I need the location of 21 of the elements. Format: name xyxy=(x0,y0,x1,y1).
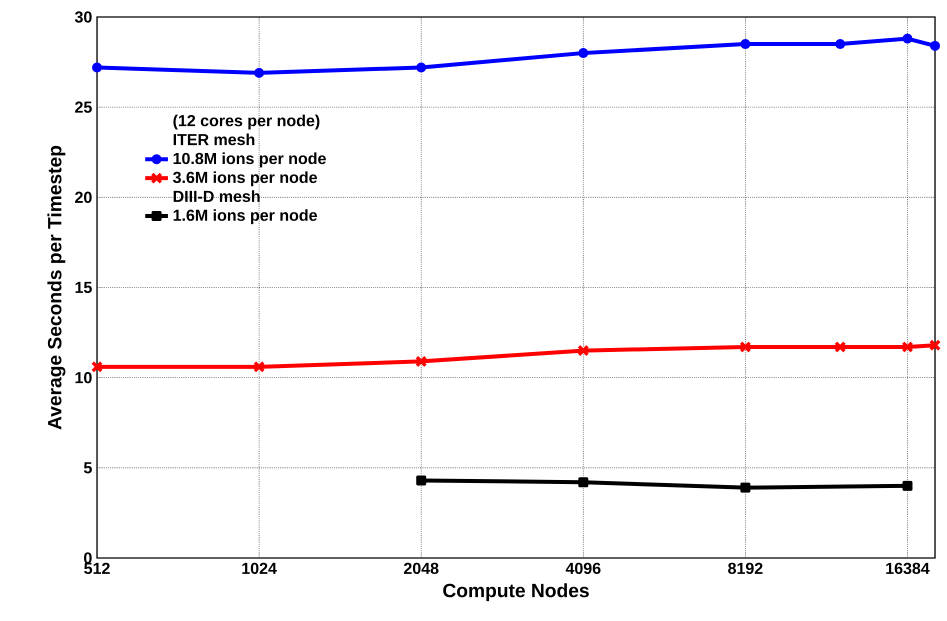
y-tick-label: 30 xyxy=(74,11,92,23)
x-tick-label: 512 xyxy=(84,562,110,574)
legend-label: 10.8M ions per node xyxy=(174,152,326,168)
y-axis-title: Average Seconds per Timestep xyxy=(47,146,66,430)
y-tick-label: 5 xyxy=(84,462,92,474)
y-tick-label: 0 xyxy=(84,552,92,564)
x-tick-label: 8192 xyxy=(728,562,763,574)
x-axis-title: Compute Nodes xyxy=(443,583,589,602)
x-tick-label: 1024 xyxy=(242,562,277,574)
y-tick-label: 20 xyxy=(75,192,92,203)
y-tick-label: 10 xyxy=(76,372,92,384)
y-tick-label: 25 xyxy=(75,102,92,113)
legend-title: (12 cores per node) xyxy=(173,114,320,130)
annotation: ITER mesh xyxy=(174,134,254,146)
x-tick-label: 16384 xyxy=(886,562,930,574)
x-tick-label: 2048 xyxy=(404,562,439,574)
y-tick-label: 15 xyxy=(76,282,92,294)
annotation: DIII-D mesh xyxy=(174,190,260,202)
legend-label: 1.6M ions per node xyxy=(174,209,317,224)
legend-label: 3.6M ions per node xyxy=(173,171,317,186)
x-tick-label: 4096 xyxy=(566,562,601,574)
